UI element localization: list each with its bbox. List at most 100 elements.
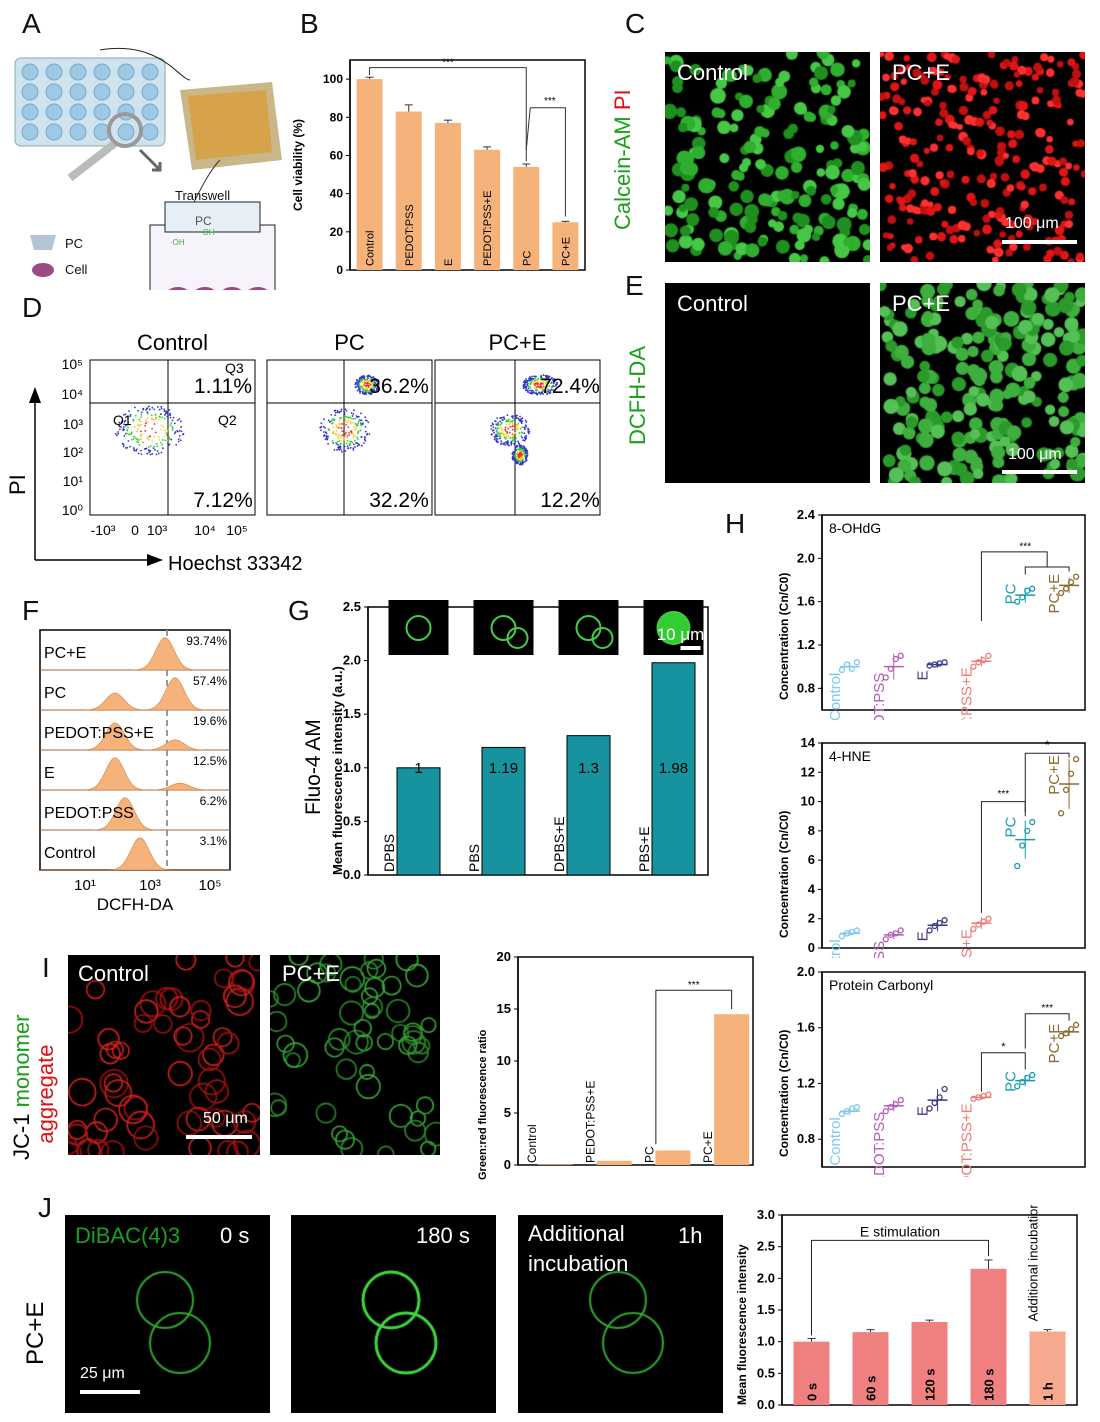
event-dot <box>150 445 152 447</box>
event-dot <box>161 452 163 454</box>
event-dot <box>116 434 118 436</box>
event-dot <box>350 430 352 432</box>
event-dot <box>350 422 352 424</box>
event-dot <box>522 456 524 458</box>
event-dot <box>525 458 527 460</box>
event-dot <box>335 430 337 432</box>
event-dot <box>337 410 339 412</box>
significance-stars: *** <box>1019 542 1031 553</box>
event-dot <box>117 431 119 433</box>
group-label: PC <box>1002 816 1019 837</box>
micrograph-title: PC+E <box>892 60 950 86</box>
event-dot <box>160 442 162 444</box>
event-dot <box>345 424 347 426</box>
group-label: PC+E <box>1046 755 1063 795</box>
event-dot <box>153 447 155 449</box>
event-dot <box>154 449 156 451</box>
event-dot <box>364 436 366 438</box>
event-dot <box>133 426 135 428</box>
event-dot <box>140 430 142 432</box>
dcfh-da-label: DCFH-DA <box>625 346 651 445</box>
event-dot <box>507 428 509 430</box>
pc-top-label: PC <box>195 214 212 228</box>
data-point <box>1020 843 1025 848</box>
event-dot <box>123 435 125 437</box>
event-dot <box>353 409 355 411</box>
event-dot <box>341 430 343 432</box>
event-dot <box>172 429 174 431</box>
event-dot <box>347 420 349 422</box>
event-dot <box>357 438 359 440</box>
event-dot <box>504 429 506 431</box>
micrograph-c-control: Control <box>665 52 870 262</box>
event-dot <box>145 419 147 421</box>
event-dot <box>500 443 502 445</box>
event-dot <box>534 383 536 385</box>
event-dot <box>515 447 517 449</box>
event-dot <box>337 444 339 446</box>
event-dot <box>525 388 527 390</box>
event-dot <box>123 446 125 448</box>
4-hne-chart: 02468101214Concentration (Cn/C0)4-HNECon… <box>770 733 1095 958</box>
scale-bar-label: 25 μm <box>80 1365 125 1383</box>
event-dot <box>328 419 330 421</box>
bar <box>597 1161 632 1165</box>
lower-right-percent: 7.12% <box>193 489 253 512</box>
event-dot <box>147 407 149 409</box>
event-dot <box>156 445 158 447</box>
event-dot <box>346 421 348 423</box>
event-dot <box>359 391 361 393</box>
event-dot <box>365 393 367 395</box>
significance-stars: *** <box>997 789 1009 800</box>
event-dot <box>139 425 141 427</box>
event-dot <box>326 439 328 441</box>
event-dot <box>356 416 358 418</box>
event-dot <box>503 443 505 445</box>
event-dot <box>138 444 140 446</box>
bar-time-label: 120 s <box>923 1368 938 1401</box>
event-dot <box>137 428 139 430</box>
micrograph-j-additional: Additional incubation 1h <box>518 1215 723 1413</box>
event-dot <box>360 436 362 438</box>
event-dot <box>327 428 329 430</box>
event-dot <box>135 450 137 452</box>
bar-time-label: 60 s <box>864 1376 879 1401</box>
event-dot <box>534 375 536 377</box>
data-point <box>1030 820 1035 825</box>
event-dot <box>508 423 510 425</box>
event-dot <box>521 458 523 460</box>
event-dot <box>530 391 532 393</box>
event-dot <box>524 427 526 429</box>
plot-frame <box>822 972 1085 1167</box>
event-dot <box>511 437 513 439</box>
y-tick-label: 2 <box>808 911 815 926</box>
bar-time-label: 180 s <box>982 1368 997 1401</box>
event-dot <box>164 439 166 441</box>
event-dot <box>149 409 151 411</box>
event-dot <box>168 444 170 446</box>
event-dot <box>326 432 328 434</box>
histogram-percent: 3.1% <box>200 834 228 848</box>
event-dot <box>180 421 182 423</box>
y-tick-label: 1.5 <box>757 1302 775 1317</box>
event-dot <box>344 416 346 418</box>
y-axis-label: Concentration (Cn/C0) <box>777 811 791 938</box>
micrograph-title: PC+E <box>282 961 340 987</box>
event-dot <box>525 420 527 422</box>
event-dot <box>346 410 348 412</box>
bar-category-label: DPBS <box>381 834 397 872</box>
group-label: Control <box>827 673 844 720</box>
well <box>46 104 62 120</box>
bar-category-label: PC+E <box>701 1131 715 1163</box>
panel-label-j: J <box>38 1192 52 1224</box>
event-dot <box>525 453 527 455</box>
plot-title: Control <box>137 330 208 355</box>
group-label: Control <box>827 939 844 958</box>
event-dot <box>513 439 515 441</box>
arrow-head-icon <box>29 387 41 403</box>
event-dot <box>524 453 526 455</box>
event-dot <box>166 430 168 432</box>
event-dot <box>332 431 334 433</box>
y-tick-label: 0.8 <box>797 1131 815 1146</box>
event-dot <box>521 426 523 428</box>
